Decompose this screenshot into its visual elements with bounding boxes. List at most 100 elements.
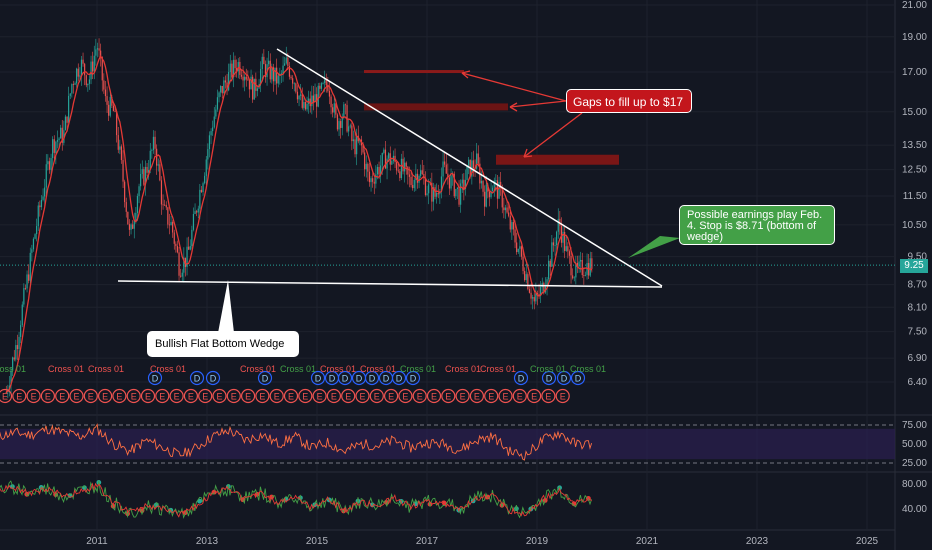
dividend-marker-label: D — [410, 374, 417, 384]
candle-body — [512, 222, 515, 230]
candle-body — [167, 207, 169, 225]
earnings-note: Possible earnings play Feb. 4. Stop is $… — [679, 205, 835, 245]
candle-body — [303, 102, 305, 108]
earnings-marker-label: E — [302, 392, 308, 402]
candle-body — [402, 158, 404, 172]
candle-body — [282, 65, 284, 74]
candle-body — [68, 95, 70, 123]
candle-body — [583, 275, 585, 276]
dividend-marker — [541, 370, 557, 386]
candle-body — [397, 170, 399, 172]
candle-body — [184, 257, 187, 267]
earnings-marker-label: E — [460, 392, 466, 402]
candle-body — [188, 246, 190, 250]
candle-body — [448, 177, 451, 189]
candle-body — [480, 180, 483, 184]
candle-body — [573, 277, 575, 279]
candle-body — [325, 79, 327, 86]
candle-body — [453, 173, 455, 197]
candle-body — [341, 117, 343, 128]
candle-body — [24, 288, 27, 289]
candle-body — [47, 161, 49, 165]
candle-body — [405, 162, 407, 167]
candle-body — [472, 160, 475, 169]
candle-body — [112, 105, 115, 112]
candle-body — [428, 184, 430, 194]
candle-body — [591, 258, 593, 269]
candle-body — [39, 205, 41, 208]
candle-body — [552, 242, 555, 246]
candle-body — [234, 59, 236, 69]
candle-body — [256, 88, 259, 91]
rsi-tick-label: 50.00 — [902, 439, 927, 450]
candle-body — [104, 89, 107, 97]
earnings-marker-label: E — [560, 392, 566, 402]
candle-body — [40, 199, 43, 208]
earnings-marker — [412, 388, 427, 404]
dividend-marker — [205, 370, 221, 386]
earnings-marker-label: E — [159, 392, 165, 402]
candle-body — [312, 95, 315, 103]
dividend-marker — [189, 370, 205, 386]
y-tick-label: 10.50 — [902, 220, 927, 231]
axes: 21.00 19.00 17.00 15.00 13.50 12.50 11.50 10.50… — [86, 0, 927, 547]
last-price-tag: 9.25 — [900, 259, 928, 273]
candle-body — [346, 105, 348, 132]
candle-body — [156, 148, 158, 166]
candle-body — [482, 180, 484, 192]
candle-body — [63, 130, 65, 143]
candle-body — [418, 175, 420, 183]
candle-body — [263, 56, 265, 65]
earnings-marker — [398, 388, 413, 404]
candle-body — [71, 84, 73, 94]
candle-body — [148, 170, 150, 173]
candle-body — [151, 150, 153, 151]
earnings-marker-label: E — [2, 392, 8, 402]
earnings-marker-label: E — [417, 392, 423, 402]
oscillator-pane — [0, 480, 593, 519]
candle-body — [140, 173, 142, 187]
gap-arrow — [523, 112, 583, 158]
candle-body — [373, 181, 375, 184]
earnings-marker-label: E — [245, 392, 251, 402]
candle-body — [87, 83, 89, 86]
candle-body — [516, 242, 518, 253]
y-tick-label: 6.40 — [908, 377, 928, 388]
earnings-marker — [183, 388, 198, 404]
candle-body — [288, 65, 291, 77]
earnings-marker — [484, 388, 499, 404]
candle-body — [306, 103, 308, 110]
y-tick-label: 11.50 — [903, 191, 928, 202]
candle-body — [375, 174, 377, 184]
earnings-marker — [140, 388, 156, 404]
candle-body — [204, 175, 206, 184]
candle-body — [95, 49, 97, 56]
candle-body — [560, 225, 563, 243]
candle-body — [330, 96, 332, 108]
x-tick-label: 2019 — [526, 536, 549, 547]
dividend-marker — [570, 370, 586, 386]
candle-body — [162, 204, 164, 206]
candle-body — [245, 76, 247, 80]
candle-body — [396, 162, 398, 171]
candle-body — [144, 166, 147, 185]
gap-arrow — [509, 100, 567, 108]
candle-body — [492, 187, 494, 192]
candle-body — [56, 140, 59, 142]
candle-body — [520, 246, 523, 257]
earnings-marker — [126, 388, 141, 404]
candle-body — [111, 96, 113, 106]
candle-body — [42, 196, 44, 200]
earnings-marker-label: E — [16, 392, 22, 402]
candle-body — [548, 260, 550, 280]
candle-body — [173, 232, 175, 244]
candle-body — [109, 96, 111, 116]
candle-body — [332, 107, 334, 113]
candle-body — [575, 262, 577, 278]
candle-body — [10, 370, 12, 386]
earnings-marker-label: E — [317, 392, 323, 402]
annotation-arrows — [218, 70, 680, 333]
candle-body — [581, 259, 583, 276]
candle-body — [103, 80, 105, 90]
